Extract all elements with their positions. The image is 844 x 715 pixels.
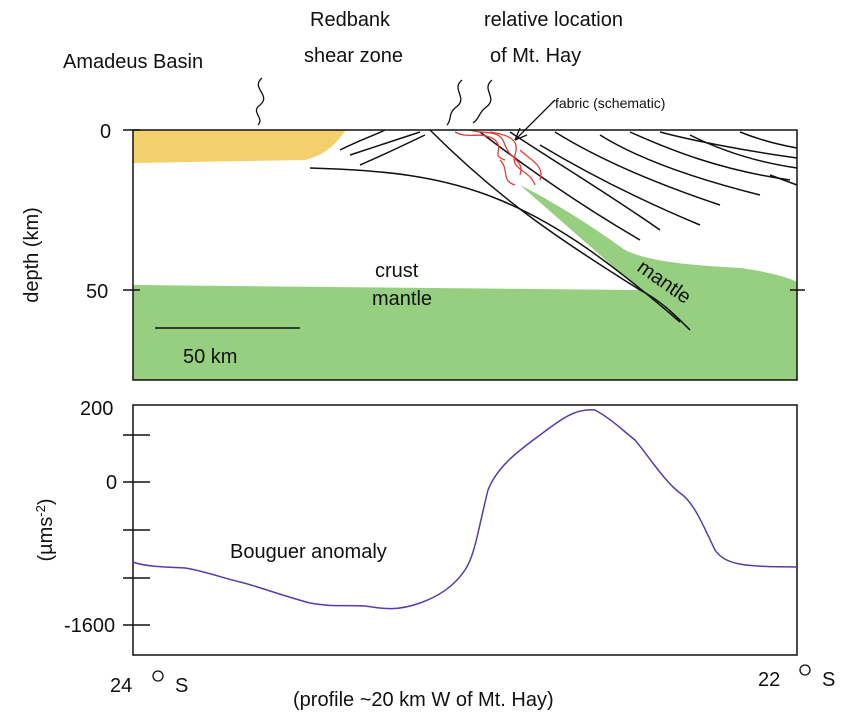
- lat-label: S: [175, 675, 188, 697]
- lat-label: 24: [110, 675, 132, 697]
- faults: [309, 129, 798, 331]
- label: fabric (schematic): [555, 95, 665, 111]
- basin-fill: [133, 130, 346, 163]
- ticks: [123, 434, 150, 626]
- tick-label: 200: [80, 398, 113, 420]
- label: shear zone: [304, 45, 403, 67]
- pointers: [255, 77, 556, 141]
- label: Redbank: [310, 9, 391, 31]
- mantle-fill: [133, 185, 797, 380]
- axis-title-end: ): [35, 498, 57, 505]
- tick-label: 0: [100, 121, 111, 143]
- tick-label: -1600: [64, 615, 115, 637]
- degree: [799, 664, 811, 676]
- top-frame: [132, 129, 798, 381]
- label: Amadeus Basin: [63, 51, 203, 73]
- label: Bouguer anomaly: [230, 541, 387, 563]
- label: mantle: [372, 288, 432, 310]
- fabric-lines: [454, 129, 542, 186]
- label: of Mt. Hay: [490, 45, 581, 67]
- axis-title: depth (km): [21, 207, 43, 303]
- axis-title: (µms-2): [33, 498, 57, 561]
- tick-label: 0: [106, 472, 117, 494]
- lat-label: S: [822, 669, 835, 691]
- label: relative location: [484, 9, 623, 31]
- label: 50 km: [183, 346, 237, 368]
- bouguer-curve: [132, 409, 798, 610]
- bottom-frame: [132, 404, 798, 656]
- degree: [152, 670, 164, 682]
- caption: (profile ~20 km W of Mt. Hay): [293, 689, 554, 711]
- lat-label: 22: [758, 669, 780, 691]
- axis-title-sup: -2: [33, 505, 48, 517]
- tick-label: 50: [86, 281, 108, 303]
- axis-title-text: (µms: [35, 517, 57, 562]
- label: crust: [375, 260, 419, 282]
